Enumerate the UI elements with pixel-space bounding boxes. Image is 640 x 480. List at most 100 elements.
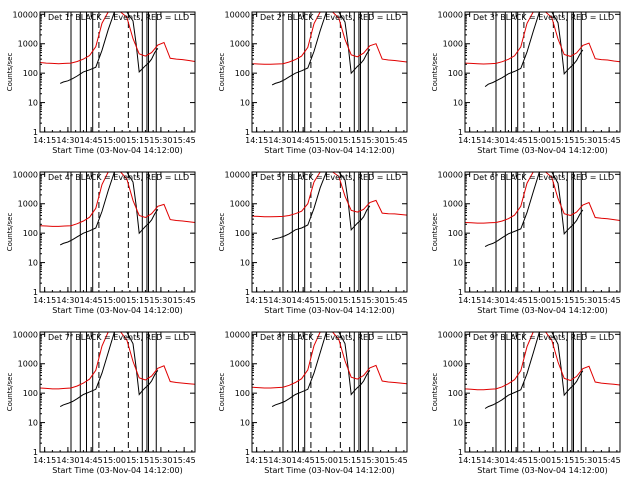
x-tick-label: 14:30 [56,296,79,305]
x-tick-label: 15:45 [598,456,621,465]
y-tick-label: 10 [453,259,463,268]
plot-frame [464,171,621,293]
plot-frame [464,11,621,133]
panel-title: Det 3f BLACK = Events, RED = LLD [473,13,614,22]
x-tick-label: 14:15 [458,296,481,305]
x-tick-label: 15:30 [149,296,172,305]
y-axis-label: Counts/sec [6,373,14,412]
y-tick-label: 1000 [18,200,38,209]
y-tick-label: 10 [240,419,250,428]
panel-group: 14:15 14:30 14:45 15:00 15:15 15:30 15:4511010… [6,10,621,475]
x-axis-label: Start Time (03-Nov-04 14:12:00) [52,466,182,475]
x-tick-label: 15:00 [103,456,126,465]
x-tick-label: 15:45 [385,456,408,465]
x-tick-label: 15:00 [315,136,338,145]
x-tick-label: 15:00 [103,296,126,305]
detector-panel: 14:15 14:30 14:45 15:00 15:15 15:30 15:45 1 10 10… [431,10,621,155]
y-tick-label: 1000 [230,200,250,209]
x-tick-label: 15:15 [126,136,149,145]
x-tick-label: 15:00 [315,456,338,465]
y-tick-label: 10 [28,99,38,108]
x-tick-label: 15:45 [173,136,196,145]
x-tick-label: 14:15 [245,296,268,305]
detector-panel: 14:15 14:30 14:45 15:00 15:15 15:30 15:45 1 10 10… [6,170,196,315]
x-tick-label: 14:15 [245,136,268,145]
x-tick-label: 15:45 [385,296,408,305]
x-tick-label: 14:15 [33,136,56,145]
y-tick-label: 1000 [18,360,38,369]
y-tick-label: 10000 [438,330,463,339]
y-axis-label: Counts/sec [218,213,226,252]
x-tick-label: 14:15 [458,136,481,145]
x-tick-label: 15:15 [126,296,149,305]
plot-frame [251,11,408,133]
x-tick-label: 14:45 [292,456,315,465]
x-tick-label: 15:00 [103,136,126,145]
plot-frame [464,331,621,453]
x-axis-label: Start Time (03-Nov-04 14:12:00) [477,466,607,475]
y-tick-label: 10000 [225,10,250,19]
x-tick-label: 15:30 [361,296,384,305]
x-tick-label: 14:30 [481,456,504,465]
y-axis-label: Counts/sec [218,373,226,412]
x-tick-label: 14:45 [505,456,528,465]
x-axis-label: Start Time (03-Nov-04 14:12:00) [52,306,182,315]
plot-frame [39,331,196,453]
panel-title: Det 5f BLACK = Events, RED = LLD [260,173,401,182]
detector-panel: 14:15 14:30 14:45 15:00 15:15 15:30 15:45 1 10 10… [6,330,196,475]
y-tick-label: 1000 [18,40,38,49]
x-tick-label: 15:15 [338,296,361,305]
x-tick-label: 15:45 [173,296,196,305]
y-tick-label: 100 [448,229,463,238]
x-tick-label: 15:45 [598,136,621,145]
x-tick-label: 14:30 [268,296,291,305]
detector-panel: 14:15 14:30 14:45 15:00 15:15 15:30 15:45 1 10 10… [6,10,196,155]
x-axis-label: Start Time (03-Nov-04 14:12:00) [477,146,607,155]
x-tick-label: 15:15 [338,136,361,145]
y-tick-label: 10 [240,99,250,108]
y-tick-label: 1 [245,288,250,297]
x-tick-label: 14:45 [505,296,528,305]
x-tick-label: 15:15 [126,456,149,465]
panel-title: Det 9f BLACK = Events, RED = LLD [473,333,614,342]
panel-title: Det 1f BLACK = Events, RED = LLD [48,13,189,22]
y-tick-label: 10000 [13,330,38,339]
y-tick-label: 10000 [225,170,250,179]
plot-frame [39,11,196,133]
x-tick-label: 15:00 [528,456,551,465]
y-tick-label: 100 [235,229,250,238]
y-tick-label: 1 [245,448,250,457]
y-tick-label: 100 [235,69,250,78]
y-tick-label: 10000 [438,10,463,19]
y-tick-label: 1000 [443,360,463,369]
x-axis-label: Start Time (03-Nov-04 14:12:00) [264,146,394,155]
y-tick-label: 10000 [225,330,250,339]
x-tick-label: 14:30 [268,456,291,465]
x-tick-label: 14:30 [268,136,291,145]
x-tick-label: 15:30 [574,456,597,465]
y-tick-label: 100 [235,389,250,398]
y-tick-label: 10 [453,99,463,108]
y-tick-label: 10 [28,419,38,428]
y-tick-label: 1 [458,288,463,297]
panel-title: Det 7f BLACK = Events, RED = LLD [48,333,189,342]
y-tick-label: 100 [23,389,38,398]
panel-title: Det 2f BLACK = Events, RED = LLD [260,13,401,22]
x-tick-label: 14:45 [80,136,103,145]
detector-panel: 14:15 14:30 14:45 15:00 15:15 15:30 15:45 1 10 10… [431,170,621,315]
x-tick-label: 15:15 [551,136,574,145]
y-tick-label: 1 [245,128,250,137]
y-tick-label: 10000 [13,170,38,179]
detector-panel: 14:15 14:30 14:45 15:00 15:15 15:30 15:45 1 10 10… [218,10,408,155]
plot-frame [39,171,196,293]
x-tick-label: 14:30 [56,456,79,465]
x-tick-label: 15:30 [574,296,597,305]
y-tick-label: 100 [23,69,38,78]
x-tick-label: 14:45 [80,456,103,465]
x-tick-label: 15:45 [173,456,196,465]
x-tick-label: 14:30 [481,136,504,145]
y-tick-label: 1000 [443,200,463,209]
detector-panel: 14:15 14:30 14:45 15:00 15:15 15:30 15:45 1 10 10… [431,330,621,475]
